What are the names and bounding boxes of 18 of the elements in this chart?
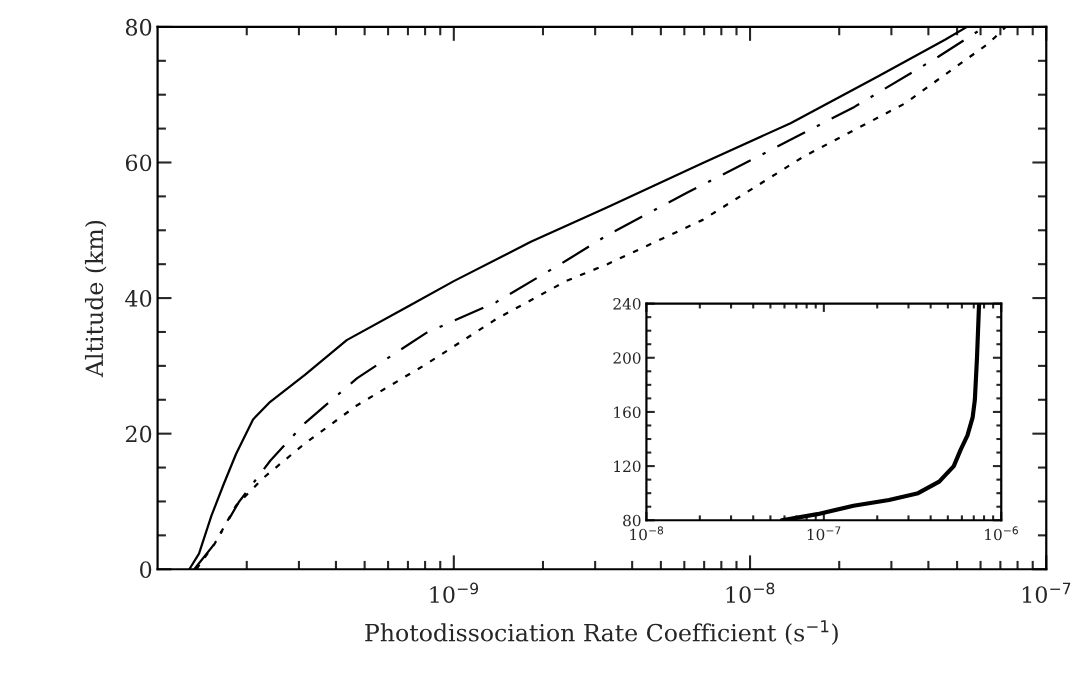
- y-tick-label: 160: [614, 406, 641, 418]
- y-tick-label: 40: [125, 290, 152, 307]
- y-tick-label: 240: [613, 298, 641, 310]
- y-tick-label: 120: [614, 460, 641, 473]
- y-tick-label: 200: [613, 352, 641, 364]
- x-tick-label: 10$^{−7}$: [1022, 582, 1071, 603]
- y-tick-label: 80: [623, 514, 641, 527]
- x-tick-label: 10$^{−6}$: [985, 526, 1018, 541]
- y-axis-title: Altitude (km): [84, 220, 107, 378]
- x-tick-label: 10$^{−9}$: [430, 582, 479, 603]
- x-axis-title: Photodissociation Rate Coefficient (s$^{−1}$): [365, 620, 838, 645]
- y-tick-label: 20: [125, 425, 152, 443]
- y-tick-label: 80: [125, 18, 152, 36]
- y-tick-label: 60: [125, 154, 152, 172]
- x-tick-label: 10$^{−8}$: [630, 526, 664, 541]
- x-tick-label: 10$^{−7}$: [807, 526, 841, 541]
- x-tick-label: 10$^{−8}$: [726, 582, 775, 603]
- y-tick-label: 0: [140, 561, 152, 579]
